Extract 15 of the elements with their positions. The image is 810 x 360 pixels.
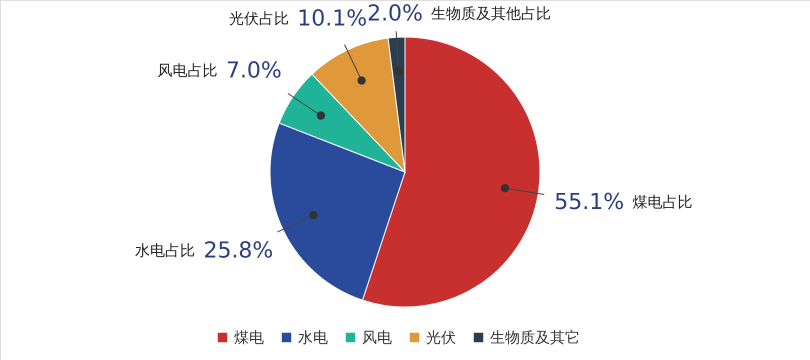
legend-label: 风电 xyxy=(362,328,392,347)
text: 水电占比 xyxy=(135,241,196,260)
text: 风电占比 xyxy=(158,62,218,80)
text: 光伏占比 xyxy=(228,10,289,28)
legend-label: 水电 xyxy=(298,328,328,347)
data-label: 7.0% xyxy=(226,58,282,84)
legend-label: 光伏 xyxy=(426,328,456,347)
data-label: 10.1% xyxy=(297,6,368,32)
data-label: 25.8% xyxy=(203,238,274,264)
text: 生物质及其他占比 xyxy=(431,4,552,22)
legend-label: 煤电 xyxy=(234,328,264,347)
data-label: 55.1% xyxy=(554,190,624,215)
legend-label: 生物质及其它 xyxy=(490,328,580,347)
data-label: 2.0% xyxy=(367,1,423,26)
text: 煤电占比 xyxy=(632,192,692,211)
